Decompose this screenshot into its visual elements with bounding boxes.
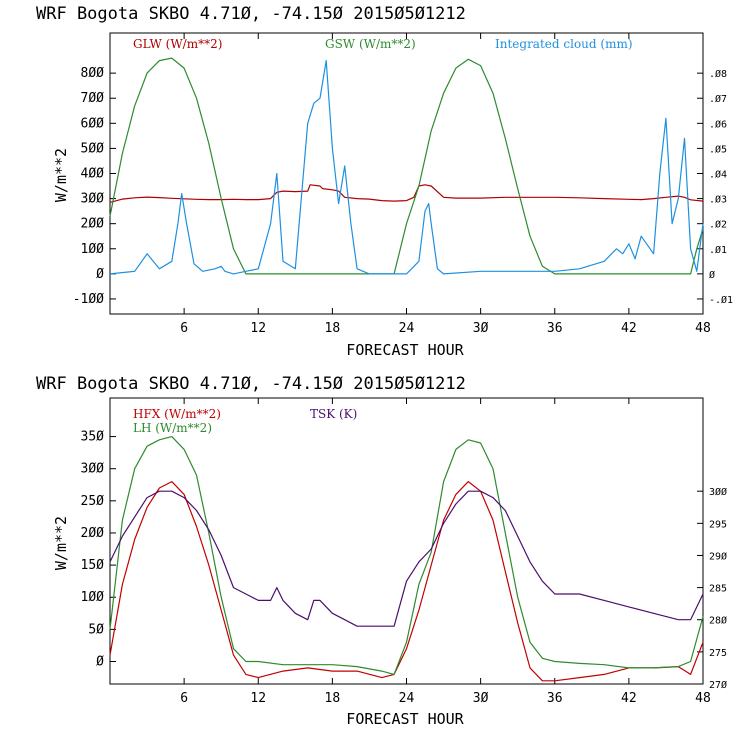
y-tick-label: 1ØØ [81, 590, 105, 605]
y2-tick-label: .Ø2 [709, 219, 727, 231]
series-line-1 [109, 57, 704, 275]
y-tick-label: 5ØØ [81, 141, 105, 156]
chart-top-title: WRF Bogota SKBO 4.71Ø, -74.15Ø 2015Ø5Ø12… [36, 4, 466, 24]
x-tick-label: 6 [180, 691, 188, 706]
y2-tick-label: .Ø8 [709, 68, 727, 80]
y-tick-label: 25Ø [81, 494, 105, 509]
y2-tick-label: 275 [709, 648, 727, 659]
x-tick-label: 36 [547, 321, 563, 336]
y-tick-label: 35Ø [81, 430, 105, 445]
y-tick-label: 2ØØ [81, 526, 105, 541]
x-tick-label: 18 [325, 321, 341, 336]
chart-bottom-right-axis: 27Ø 275 28Ø 285 29Ø 295 3ØØ [697, 486, 727, 691]
y-tick-label: 15Ø [81, 558, 105, 573]
y-tick-label: 8ØØ [81, 66, 105, 81]
x-tick-label: 24 [399, 691, 415, 706]
series-line-0 [109, 184, 704, 203]
y-tick-label: 6ØØ [81, 116, 105, 131]
y2-tick-label: .Ø3 [709, 194, 727, 206]
y2-tick-label: 28Ø [709, 615, 727, 627]
chart-top-xlabel: FORECAST HOUR [346, 341, 464, 359]
y2-tick-label: 29Ø [709, 550, 727, 562]
x-tick-label: 42 [621, 691, 637, 706]
series-line-2 [109, 490, 704, 627]
x-tick-label: 3Ø [473, 321, 489, 336]
x-tick-label: 18 [325, 691, 341, 706]
chart-bottom-left-axis: Ø 5Ø 1ØØ 15Ø 2ØØ 25Ø 3ØØ 35Ø [81, 430, 116, 670]
y2-tick-label: 3ØØ [709, 486, 727, 498]
y2-tick-label: .Ø7 [709, 93, 727, 105]
chart-top-series [109, 57, 704, 275]
series-line-1 [109, 436, 704, 676]
y2-tick-label: Ø [709, 269, 715, 281]
x-tick-label: 12 [250, 321, 266, 336]
x-tick-label: 6 [180, 321, 188, 336]
chart-top-panel: WRF Bogota SKBO 4.71Ø, -74.15Ø 2015Ø5Ø12… [36, 4, 733, 359]
y-tick-label: 7ØØ [81, 91, 105, 106]
y-tick-label: 2ØØ [81, 217, 105, 232]
y-tick-label: 3ØØ [81, 192, 105, 207]
chart-bottom-series [109, 436, 704, 682]
y2-tick-label: -.Ø1 [709, 294, 733, 306]
y-tick-label: 4ØØ [81, 167, 105, 182]
y2-tick-label: 285 [709, 584, 727, 595]
x-tick-label: 48 [695, 321, 711, 336]
chart-bottom-legend-lh: LH (W/m**2) [133, 421, 212, 435]
y2-tick-label: 295 [709, 519, 727, 530]
y2-tick-label: .Ø6 [709, 118, 727, 130]
y2-tick-label: .Ø4 [709, 169, 727, 181]
y-tick-label: 3ØØ [81, 462, 105, 477]
chart-top-legend-cloud: Integrated cloud (mm) [495, 37, 633, 51]
chart-top-x-axis: 6 12 18 24 3Ø 36 42 48 [180, 33, 711, 336]
x-tick-label: 36 [547, 691, 563, 706]
x-tick-label: 42 [621, 321, 637, 336]
chart-top-legend-glw: GLW (W/m**2) [133, 37, 222, 51]
chart-top-ylabel: W/m**2 [52, 148, 70, 202]
chart-bottom-title: WRF Bogota SKBO 4.71Ø, -74.15Ø 2015Ø5Ø12… [36, 374, 466, 394]
series-line-0 [109, 481, 704, 682]
chart-bottom-legend-tsk: TSK (K) [310, 407, 357, 421]
y-tick-label: 1ØØ [81, 242, 105, 257]
series-line-2 [109, 59, 704, 275]
y-tick-label: Ø [96, 267, 104, 282]
chart-bottom-legend-hfx: HFX (W/m**2) [133, 407, 221, 421]
y-tick-label: 5Ø [88, 622, 104, 637]
y2-tick-label: 27Ø [709, 679, 727, 691]
chart-top-plot-frame [109, 32, 704, 315]
chart-bottom-xlabel: FORECAST HOUR [346, 710, 464, 728]
chart-top-left-axis: -1ØØ Ø 1ØØ 2ØØ 3ØØ 4ØØ 5ØØ 6ØØ 7ØØ 8ØØ [73, 66, 116, 307]
chart-bottom-ylabel: W/m**2 [52, 516, 70, 570]
chart-top-legend-gsw: GSW (W/m**2) [325, 37, 416, 51]
chart-top-right-axis: -.Ø1 Ø .Ø1 .Ø2 .Ø3 .Ø4 .Ø5 .Ø6 .Ø7 .Ø8 [697, 68, 733, 306]
chart-bottom-panel: WRF Bogota SKBO 4.71Ø, -74.15Ø 2015Ø5Ø12… [36, 374, 727, 728]
y-tick-label: -1ØØ [73, 292, 104, 307]
y-tick-label: Ø [96, 655, 104, 670]
y2-tick-label: .Ø5 [709, 143, 727, 155]
x-tick-label: 24 [399, 321, 415, 336]
x-tick-label: 3Ø [473, 691, 489, 706]
chart-bottom-x-axis: 6 12 18 24 3Ø 36 42 48 [180, 398, 711, 706]
x-tick-label: 48 [695, 691, 711, 706]
x-tick-label: 12 [250, 691, 266, 706]
y2-tick-label: .Ø1 [709, 244, 727, 256]
